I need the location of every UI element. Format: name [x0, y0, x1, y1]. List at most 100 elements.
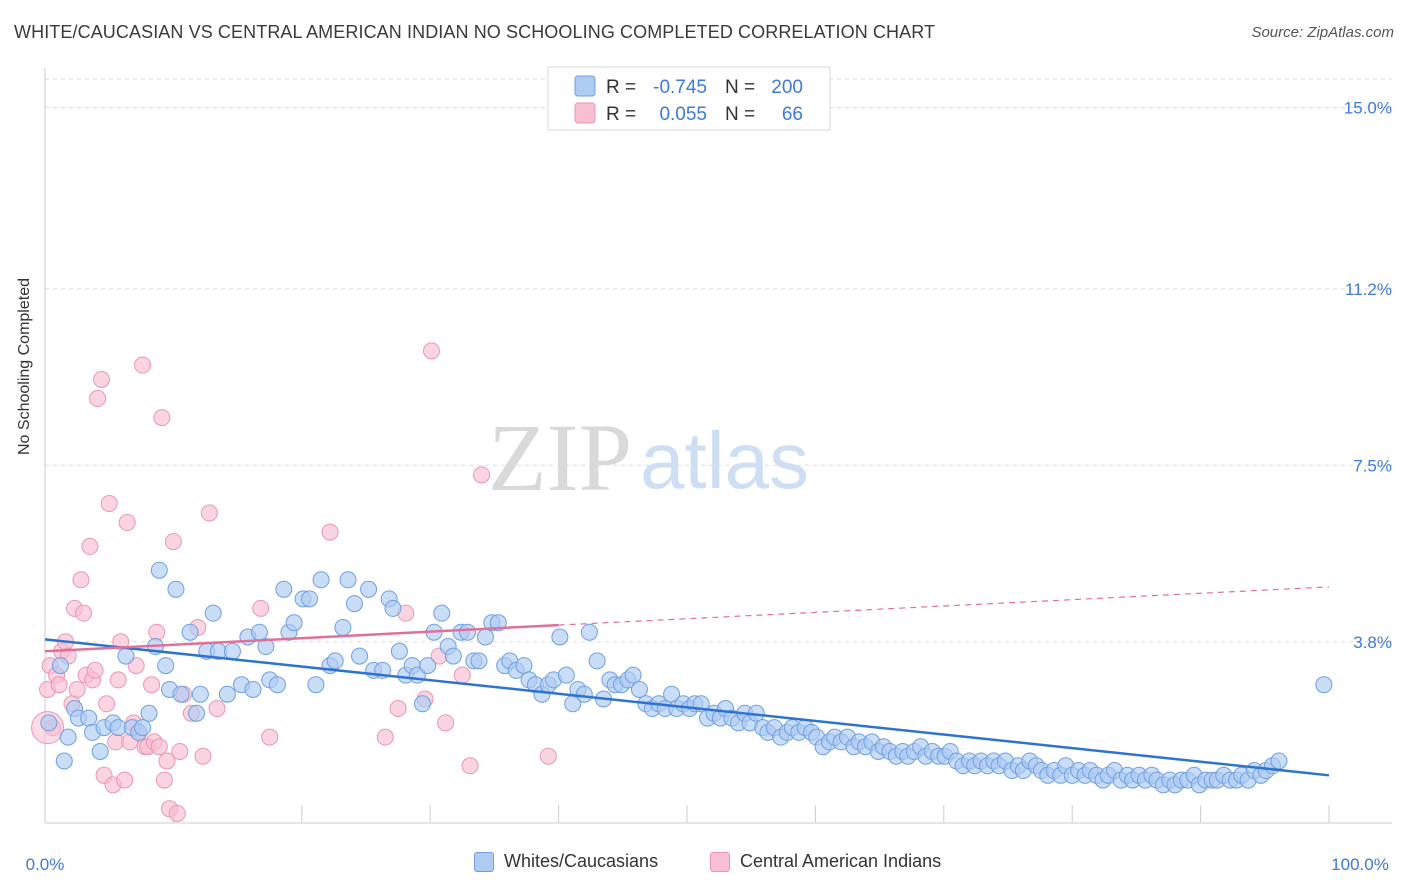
data-point [92, 370, 110, 388]
data-point [458, 623, 476, 641]
data-point [551, 628, 569, 646]
data-point [588, 652, 606, 670]
data-point [422, 342, 440, 360]
data-point [134, 356, 152, 374]
data-point [321, 523, 339, 541]
data-point [334, 618, 352, 636]
data-point [72, 571, 90, 589]
chart-title: WHITE/CAUCASIAN VS CENTRAL AMERICAN INDI… [14, 22, 936, 42]
data-point [140, 704, 158, 722]
data-point [268, 676, 286, 694]
data-point [339, 571, 357, 589]
data-point [109, 719, 127, 737]
data-point [100, 494, 118, 512]
data-point [50, 676, 68, 694]
legend-swatch-blue [474, 851, 494, 872]
data-point [1270, 752, 1288, 770]
x-tick-label: 100.0% [1331, 855, 1389, 874]
data-point [86, 661, 104, 679]
data-point [157, 657, 175, 675]
data-point [188, 704, 206, 722]
source-label: Source: ZipAtlas.com [1251, 24, 1394, 41]
legend-swatch-blue [574, 75, 596, 97]
data-point [204, 604, 222, 622]
legend-swatch-pink [710, 851, 730, 872]
data-point [51, 657, 69, 675]
data-point [515, 657, 533, 675]
data-point [218, 685, 236, 703]
legend-r-value: 0.055 [659, 104, 707, 125]
data-point [433, 604, 451, 622]
data-point [158, 752, 176, 770]
data-point [1315, 676, 1333, 694]
data-point [453, 666, 471, 684]
data-point [384, 599, 402, 617]
tick-labels: 3.8% 7.5% 11.2% 15.0% 0.0% 100.0% [26, 99, 1392, 874]
data-point [109, 671, 127, 689]
data-point [167, 580, 185, 598]
legend-r-label: R = [606, 104, 636, 125]
data-point [194, 747, 212, 765]
data-point [413, 695, 431, 713]
trend-lines [44, 586, 1330, 777]
legend-n-value: 200 [771, 77, 803, 98]
data-point [150, 738, 168, 756]
trend-line-central-american-indians [44, 623, 559, 653]
y-tick-label: 3.8% [1353, 633, 1392, 652]
data-point [148, 623, 166, 641]
legend-top: R = -0.745 N = 200 R = 0.055 N = 66 [547, 66, 831, 131]
legend-item-central-american-indians: Central American Indians [710, 851, 941, 872]
data-point [75, 604, 93, 622]
legend-n-value: 66 [782, 104, 803, 125]
data-point [345, 595, 363, 613]
data-point [312, 571, 330, 589]
data-point [55, 752, 73, 770]
data-point [91, 742, 109, 760]
legend-label: Central American Indians [740, 851, 942, 871]
legend-n-label: N = [725, 77, 755, 98]
data-point [390, 642, 408, 660]
data-point [476, 628, 494, 646]
data-point [168, 804, 186, 822]
data-point [40, 714, 58, 732]
legend-bottom: Whites/Caucasians Central American India… [0, 851, 1406, 881]
data-point [98, 695, 116, 713]
data-point [444, 647, 462, 665]
trend-line-extension [558, 586, 1330, 626]
data-point [118, 514, 136, 532]
legend-label: Whites/Caucasians [504, 851, 659, 871]
data-point [470, 652, 488, 670]
data-point [580, 623, 598, 641]
data-point [539, 747, 557, 765]
data-point [117, 647, 135, 665]
y-tick-label: 7.5% [1353, 456, 1392, 475]
data-point [575, 685, 593, 703]
data-point [200, 504, 218, 522]
data-point [437, 714, 455, 732]
data-point [285, 614, 303, 632]
data-point [107, 733, 125, 751]
data-point [326, 652, 344, 670]
series-whites-caucasians [40, 561, 1333, 794]
data-point [389, 700, 407, 718]
data-point [275, 580, 293, 598]
data-point [351, 647, 369, 665]
data-point [419, 657, 437, 675]
data-point [261, 728, 279, 746]
grid [45, 78, 1392, 643]
series-central-american-indians [31, 342, 557, 822]
data-point [155, 771, 173, 789]
data-point [59, 728, 77, 746]
data-point [473, 466, 491, 484]
watermark: ZIP atlas [488, 404, 809, 511]
data-point [376, 728, 394, 746]
data-point [557, 666, 575, 684]
data-point [171, 742, 189, 760]
data-point [630, 680, 648, 698]
data-point [489, 614, 507, 632]
data-point [153, 409, 171, 427]
y-tick-label: 11.2% [1345, 280, 1392, 299]
data-point [89, 390, 107, 408]
data-point [143, 676, 161, 694]
